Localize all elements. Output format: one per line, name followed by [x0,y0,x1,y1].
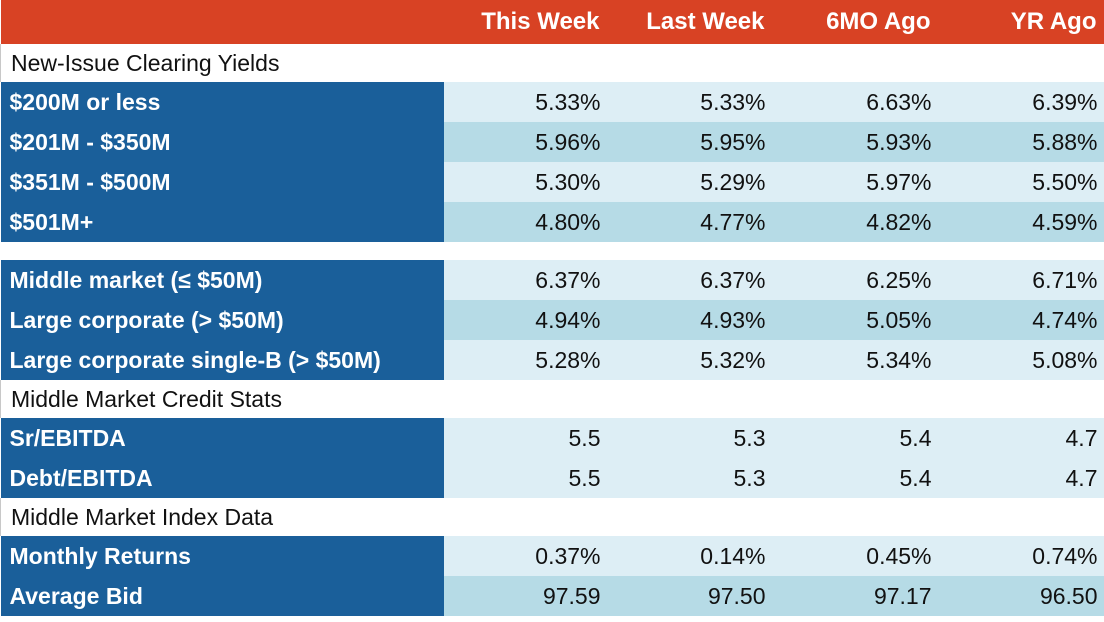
cell-this-week: 4.80% [443,202,608,242]
row-label: Average Bid [0,576,444,616]
cell-this-week: 5.5 [443,418,608,458]
cell-yr-ago: 6.39% [938,82,1104,122]
cell-this-week: 5.28% [443,340,608,380]
cell-this-week: 5.96% [443,122,608,162]
section-title: New-Issue Clearing Yields [0,44,444,82]
cell-6mo-ago: 5.05% [772,300,939,340]
row-label: Debt/EBITDA [0,458,444,498]
cell-last-week: 5.95% [607,122,773,162]
cell-yr-ago: 4.7 [938,418,1104,458]
table-row: $200M or less 5.33% 5.33% 6.63% 6.39% [0,82,1104,122]
row-label: Sr/EBITDA [0,418,444,458]
header-row: This Week Last Week 6MO Ago YR Ago [0,0,1104,44]
cell-6mo-ago: 5.97% [772,162,939,202]
cell-yr-ago: 4.7 [938,458,1104,498]
cell-6mo-ago: 5.93% [772,122,939,162]
row-label: $501M+ [0,202,444,242]
table-row: Debt/EBITDA 5.5 5.3 5.4 4.7 [0,458,1104,498]
cell-last-week: 5.29% [607,162,773,202]
cell-6mo-ago: 4.82% [772,202,939,242]
header-corner [0,0,444,44]
row-label: Monthly Returns [0,536,444,576]
cell-this-week: 5.5 [443,458,608,498]
section-title: Middle Market Credit Stats [0,380,444,418]
cell-6mo-ago: 5.4 [772,458,939,498]
table-row: Monthly Returns 0.37% 0.14% 0.45% 0.74% [0,536,1104,576]
section-title-row: Middle Market Index Data [0,498,1104,536]
section-spacer [0,242,1104,260]
col-header-this-week: This Week [443,0,608,44]
table-row: $351M - $500M 5.30% 5.29% 5.97% 5.50% [0,162,1104,202]
row-label: Large corporate (> $50M) [0,300,444,340]
col-header-last-week: Last Week [607,0,773,44]
cell-yr-ago: 4.74% [938,300,1104,340]
cell-last-week: 4.77% [607,202,773,242]
table-row: Large corporate (> $50M) 4.94% 4.93% 5.0… [0,300,1104,340]
cell-yr-ago: 5.50% [938,162,1104,202]
row-label: $200M or less [0,82,444,122]
cell-this-week: 5.33% [443,82,608,122]
cell-this-week: 0.37% [443,536,608,576]
cell-6mo-ago: 97.17 [772,576,939,616]
cell-last-week: 0.14% [607,536,773,576]
table-row: Middle market (≤ $50M) 6.37% 6.37% 6.25%… [0,260,1104,300]
cell-this-week: 5.30% [443,162,608,202]
table-row: $501M+ 4.80% 4.77% 4.82% 4.59% [0,202,1104,242]
cell-yr-ago: 5.08% [938,340,1104,380]
cell-last-week: 5.3 [607,418,773,458]
cell-6mo-ago: 5.34% [772,340,939,380]
cell-yr-ago: 6.71% [938,260,1104,300]
section-title: Middle Market Index Data [0,498,444,536]
section-title-row: Middle Market Credit Stats [0,380,1104,418]
cell-yr-ago: 0.74% [938,536,1104,576]
cell-6mo-ago: 0.45% [772,536,939,576]
cell-6mo-ago: 6.25% [772,260,939,300]
row-label: Large corporate single-B (> $50M) [0,340,444,380]
row-label: Middle market (≤ $50M) [0,260,444,300]
cell-last-week: 5.32% [607,340,773,380]
row-label: $351M - $500M [0,162,444,202]
cell-last-week: 97.50 [607,576,773,616]
cell-last-week: 5.33% [607,82,773,122]
cell-this-week: 6.37% [443,260,608,300]
cell-last-week: 5.3 [607,458,773,498]
cell-this-week: 97.59 [443,576,608,616]
table-row: $201M - $350M 5.96% 5.95% 5.93% 5.88% [0,122,1104,162]
cell-yr-ago: 4.59% [938,202,1104,242]
col-header-yr-ago: YR Ago [938,0,1104,44]
cell-yr-ago: 5.88% [938,122,1104,162]
cell-yr-ago: 96.50 [938,576,1104,616]
col-header-6mo-ago: 6MO Ago [772,0,939,44]
cell-6mo-ago: 6.63% [772,82,939,122]
cell-last-week: 6.37% [607,260,773,300]
row-label: $201M - $350M [0,122,444,162]
cell-this-week: 4.94% [443,300,608,340]
table-row: Large corporate single-B (> $50M) 5.28% … [0,340,1104,380]
cell-6mo-ago: 5.4 [772,418,939,458]
section-title-row: New-Issue Clearing Yields [0,44,1104,82]
table-row: Average Bid 97.59 97.50 97.17 96.50 [0,576,1104,616]
table-row: Sr/EBITDA 5.5 5.3 5.4 4.7 [0,418,1104,458]
cell-last-week: 4.93% [607,300,773,340]
